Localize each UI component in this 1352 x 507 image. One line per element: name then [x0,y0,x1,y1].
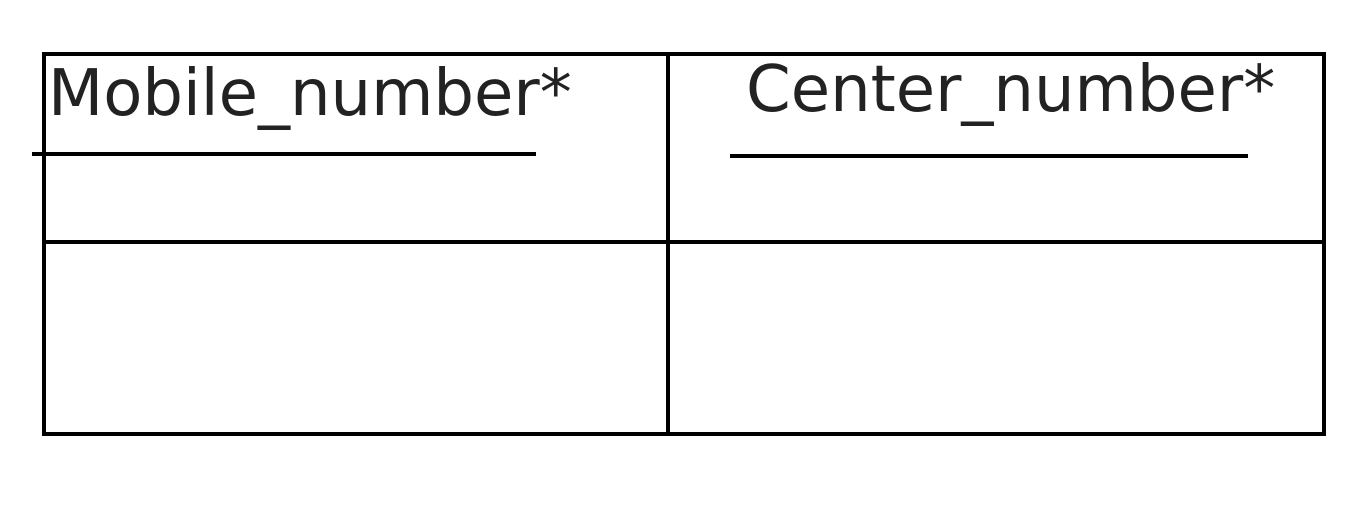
empty-cell-mobile [46,244,666,432]
relation-table [42,52,1326,436]
attribute-mobile-number: Mobile_number* [48,57,572,131]
empty-cell-center [670,244,1322,432]
primary-key-underline-center [730,154,1248,158]
header-row-divider [46,240,1322,244]
column-divider [666,56,670,432]
primary-key-underline-mobile [32,152,536,156]
attribute-center-number: Center_number* [746,53,1276,127]
